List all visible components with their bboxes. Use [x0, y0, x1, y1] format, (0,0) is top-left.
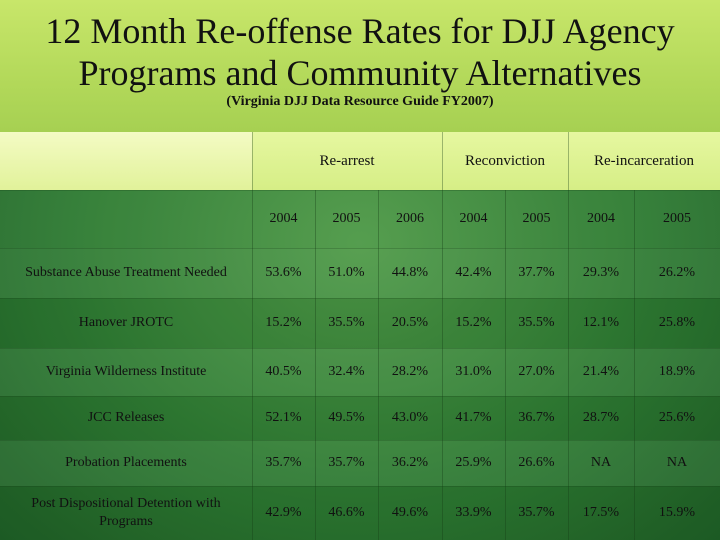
table-cell: 25.9%	[455, 455, 492, 470]
grid-line	[252, 132, 253, 540]
table-cell: 25.6%	[658, 410, 696, 425]
table-cell: 18.9%	[658, 364, 696, 379]
table-cell: 35.7%	[518, 505, 555, 520]
grid-line	[0, 440, 720, 441]
grid-line	[0, 190, 720, 191]
table-cell: 46.6%	[328, 505, 365, 520]
table-cell: 42.9%	[265, 505, 302, 520]
grid-line	[568, 132, 569, 540]
table-cell: 42.4%	[455, 265, 492, 280]
table-row	[0, 298, 720, 348]
table-header-corner	[0, 132, 252, 190]
table-cell: 43.0%	[391, 410, 429, 425]
table-cell: 17.5%	[582, 505, 620, 520]
table-cell: 26.6%	[518, 455, 555, 470]
table-cell: 26.2%	[658, 265, 696, 280]
table-cell: NA	[590, 455, 612, 470]
group-header: Re-incarceration	[594, 152, 694, 169]
table-cell: 21.4%	[582, 364, 620, 379]
table-row	[0, 486, 720, 540]
table-cell: 15.2%	[265, 315, 302, 330]
table-cell: 28.7%	[582, 410, 620, 425]
table-cell: 25.8%	[658, 315, 696, 330]
group-header: Re-arrest	[319, 152, 375, 169]
table-cell: 41.7%	[455, 410, 492, 425]
table-cell: 32.4%	[328, 364, 365, 379]
year-header-row	[0, 190, 720, 248]
table-row	[0, 248, 720, 298]
table-cell: 35.7%	[328, 455, 365, 470]
table-cell: 53.6%	[265, 265, 302, 280]
table-cell: 40.5%	[265, 364, 302, 379]
year-header: 2004	[269, 211, 298, 226]
table-cell: 31.0%	[455, 364, 492, 379]
table-cell: 12.1%	[582, 315, 620, 330]
table-cell: 37.7%	[518, 265, 555, 280]
year-header: 2005	[522, 211, 551, 226]
grid-line	[505, 190, 506, 540]
table-row	[0, 440, 720, 486]
year-header: 2005	[332, 211, 361, 226]
year-header: 2004	[587, 211, 615, 226]
table-cell: 35.7%	[265, 455, 302, 470]
row-label: Substance Abuse Treatment Needed	[25, 265, 227, 280]
table-cell: NA	[666, 455, 688, 470]
row-label: JCC Releases	[87, 410, 165, 425]
grid-line	[0, 348, 720, 349]
row-label: Virginia Wilderness Institute	[45, 364, 207, 379]
grid-line	[0, 248, 720, 249]
page-subtitle: (Virginia DJJ Data Resource Guide FY2007…	[226, 94, 494, 109]
grid-line	[378, 190, 379, 540]
year-header: 2004	[459, 211, 488, 226]
table-row	[0, 396, 720, 440]
table-cell: 27.0%	[518, 364, 555, 379]
table-row	[0, 348, 720, 396]
row-label: Hanover JROTC	[78, 315, 174, 330]
table-cell: 28.2%	[391, 364, 429, 379]
table-cell: 51.0%	[328, 265, 365, 280]
table-cell: 33.9%	[455, 505, 492, 520]
table-cell: 44.8%	[391, 265, 429, 280]
table-cell: 36.7%	[518, 410, 555, 425]
group-header: Reconviction	[465, 152, 545, 169]
grid-line	[442, 132, 443, 540]
grid-line	[0, 298, 720, 299]
grid-line	[634, 190, 635, 540]
year-header: 2006	[396, 211, 424, 226]
row-label: Post Dispositional Detention with Progra…	[31, 496, 221, 529]
year-header: 2005	[663, 211, 691, 226]
page-title: 12 Month Re-offense Rates for DJJ Agency…	[0, 10, 720, 94]
table-cell: 20.5%	[391, 315, 429, 330]
grid-line	[0, 486, 720, 487]
table-cell: 15.9%	[658, 505, 696, 520]
table-cell: 49.6%	[391, 505, 429, 520]
row-label: Probation Placements	[65, 455, 187, 470]
grid-line	[0, 396, 720, 397]
table-cell: 35.5%	[328, 315, 365, 330]
table-cell: 15.2%	[455, 315, 492, 330]
table-cell: 36.2%	[391, 455, 429, 470]
table-cell: 35.5%	[518, 315, 555, 330]
title-line-1: 12 Month Re-offense Rates for DJJ Agency	[45, 11, 675, 51]
table-cell: 49.5%	[328, 410, 365, 425]
table-cell: 29.3%	[582, 265, 620, 280]
title-line-2: Programs and Community Alternatives	[78, 53, 642, 93]
table-cell: 52.1%	[265, 410, 302, 425]
grid-line	[315, 190, 316, 540]
title-band	[0, 0, 720, 132]
